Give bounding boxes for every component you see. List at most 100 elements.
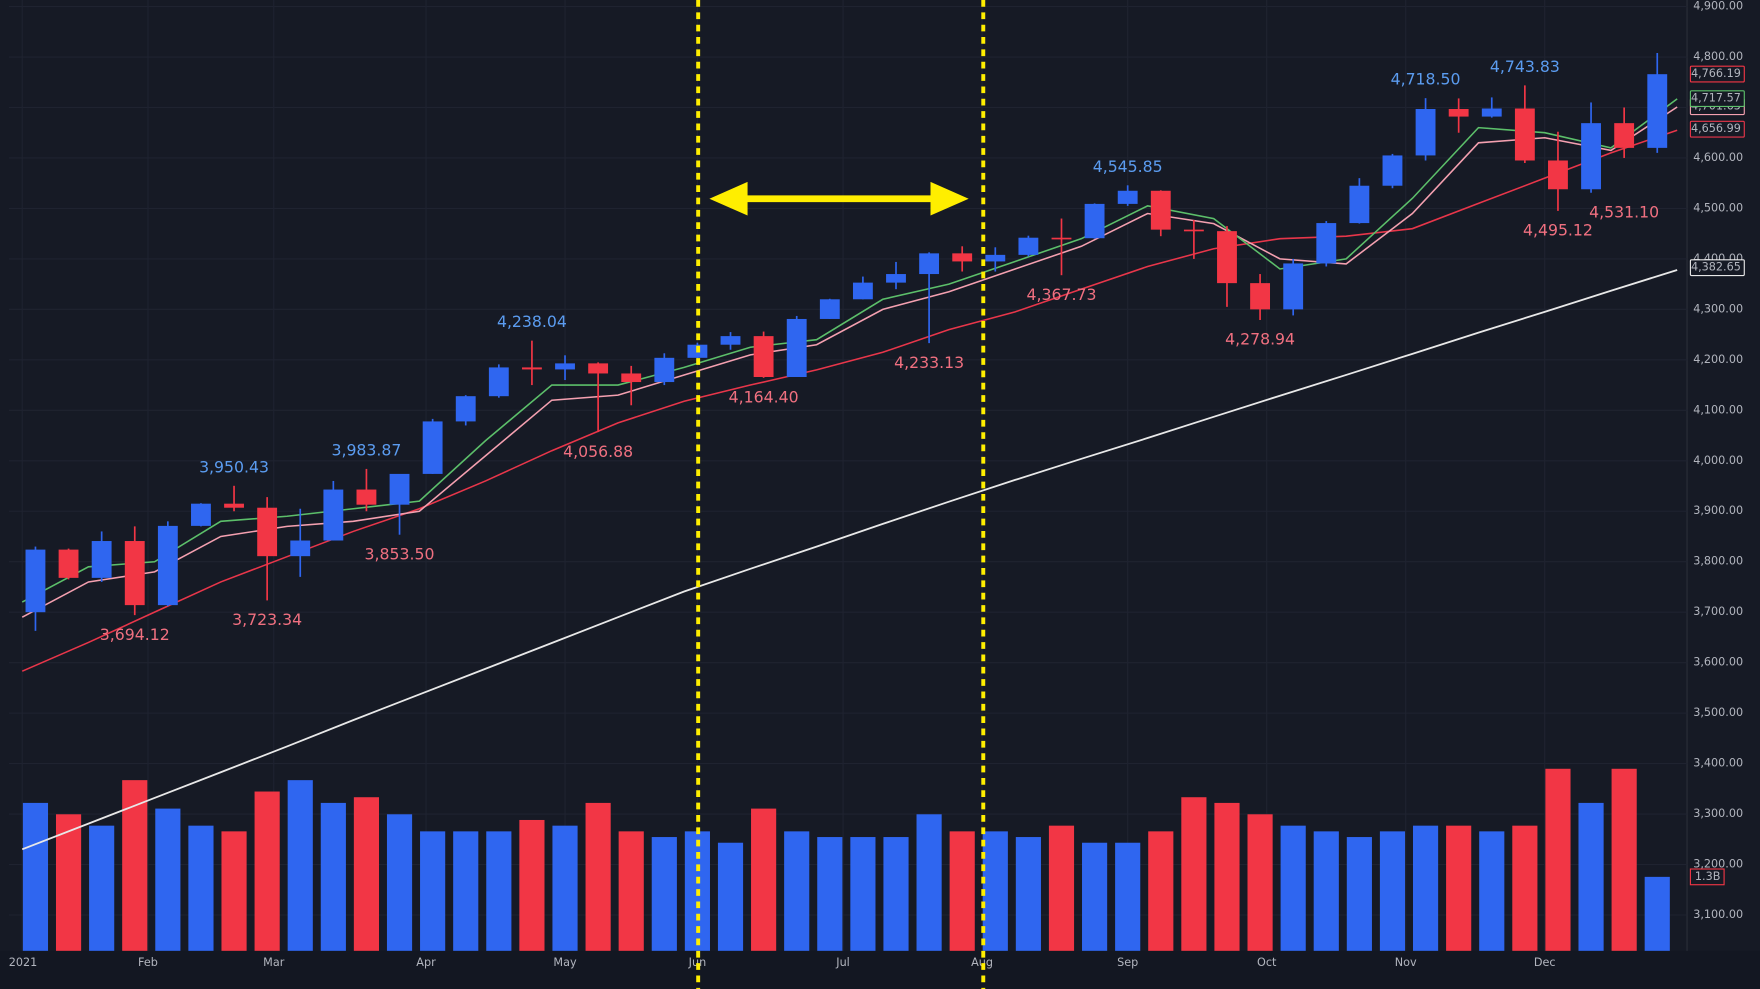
candle-body [919, 253, 940, 275]
moving-average [21, 269, 1678, 851]
volume-bar [982, 831, 1008, 951]
candle-body [1647, 74, 1668, 148]
candle-body [1382, 155, 1403, 186]
price-annotation: 4,743.83 [1490, 57, 1560, 76]
volume-bar [519, 819, 545, 951]
volume-bar [618, 831, 644, 951]
volume-bar [420, 831, 446, 951]
candle-body [753, 336, 774, 378]
x-tick-label: Jun [688, 956, 707, 969]
price-annotation: 4,056.88 [563, 442, 633, 461]
volume-bar [751, 808, 777, 951]
candle-body [422, 421, 443, 474]
volume-bar [717, 842, 744, 951]
volume-bar [453, 831, 479, 951]
y-tick-label: 4,500.00 [1693, 201, 1743, 214]
volume-bar [1346, 837, 1372, 951]
volume-bar [287, 780, 313, 951]
candle-body [1448, 109, 1469, 117]
price-tag [1689, 65, 1745, 83]
y-tick-label: 4,600.00 [1693, 151, 1743, 164]
price-annotation: 4,164.40 [729, 388, 799, 407]
y-tick-label: 4,100.00 [1693, 403, 1743, 416]
volume-bar [949, 831, 975, 951]
volume-tag [1689, 868, 1725, 886]
volume-bar [552, 825, 578, 951]
price-tag-label: 4,382.65 [1691, 261, 1741, 274]
price-annotation: 4,238.04 [497, 312, 567, 331]
candle-body [1150, 190, 1171, 230]
price-tag-label: 4,656.99 [1691, 122, 1741, 135]
candle-body [1051, 237, 1072, 240]
candle-body [985, 254, 1006, 262]
y-tick-label: 3,800.00 [1693, 555, 1743, 568]
candle-body [323, 489, 344, 541]
y-tick-label: 4,000.00 [1693, 454, 1743, 467]
candle-body [1250, 283, 1271, 310]
volume-bar [784, 831, 810, 951]
candle-body [1481, 108, 1502, 117]
volume-bar [1015, 837, 1041, 951]
y-tick-label: 3,100.00 [1693, 908, 1743, 921]
arrow-head [709, 181, 748, 216]
volume-bar [1479, 831, 1505, 951]
candle-body [1581, 123, 1601, 190]
y-tick-label: 3,900.00 [1693, 504, 1743, 517]
candle-body [157, 525, 178, 606]
candle-body [1514, 108, 1535, 161]
candle-body [1349, 185, 1370, 224]
x-tick-label: Feb [138, 956, 158, 969]
price-annotation: 4,531.10 [1589, 202, 1659, 221]
candle-body [1614, 123, 1635, 148]
volume-bar [320, 802, 346, 951]
x-tick-label: Dec [1534, 956, 1556, 969]
volume-bar [22, 802, 49, 951]
y-tick-label: 3,200.00 [1693, 858, 1743, 871]
y-tick-label: 4,900.00 [1693, 0, 1743, 13]
volume-bar [1214, 802, 1240, 951]
y-tick-label: 4,200.00 [1693, 353, 1743, 366]
volume-bar [916, 814, 942, 951]
y-tick-label: 3,300.00 [1693, 807, 1743, 820]
price-annotation: 3,694.12 [100, 625, 170, 644]
candle-body [1548, 160, 1568, 190]
volume-bar [1611, 768, 1637, 951]
candle-body [886, 274, 906, 283]
candle-body [224, 503, 244, 508]
volume-bar [254, 791, 280, 951]
grid [8, 0, 1688, 951]
time-axis [0, 950, 1760, 989]
x-tick-label: Sep [1117, 956, 1138, 969]
volume-bar [651, 837, 677, 951]
candle-body [1316, 223, 1337, 264]
volume-bar [188, 825, 214, 951]
price-annotation: 4,367.73 [1027, 285, 1097, 304]
x-tick-label: Apr [416, 956, 436, 969]
candle-body [654, 357, 675, 383]
candle-body [1018, 237, 1039, 255]
price-annotation: 4,545.85 [1093, 157, 1163, 176]
candle-body [25, 549, 46, 613]
x-tick-label: Oct [1257, 956, 1277, 969]
candle-body [455, 396, 476, 422]
highlight [696, 0, 986, 989]
plot: 3,100.00 3,200.00 3,300.00 3,400.00 3,500.00… [9, 0, 1745, 969]
candle-body [488, 367, 509, 397]
price-annotation: 3,983.87 [331, 440, 401, 459]
candle-body [1183, 229, 1204, 232]
price-annotation: 4,278.94 [1225, 330, 1295, 349]
y-tick-label: 3,700.00 [1693, 605, 1743, 618]
volume-bar [1379, 831, 1406, 951]
volume-bar [1644, 876, 1670, 951]
price-tag-label: 4,766.19 [1691, 67, 1741, 80]
volume-bar [585, 802, 611, 951]
volume-bar [1545, 768, 1571, 951]
candle-body [1415, 109, 1436, 156]
volume-bar [1578, 802, 1604, 951]
x-tick-label: Jul [835, 956, 850, 969]
volume-bar [89, 825, 115, 951]
x-tick-label: 2021 [9, 956, 38, 969]
price-annotation: 3,723.34 [232, 610, 302, 629]
price-annotation: 4,718.50 [1391, 70, 1461, 89]
